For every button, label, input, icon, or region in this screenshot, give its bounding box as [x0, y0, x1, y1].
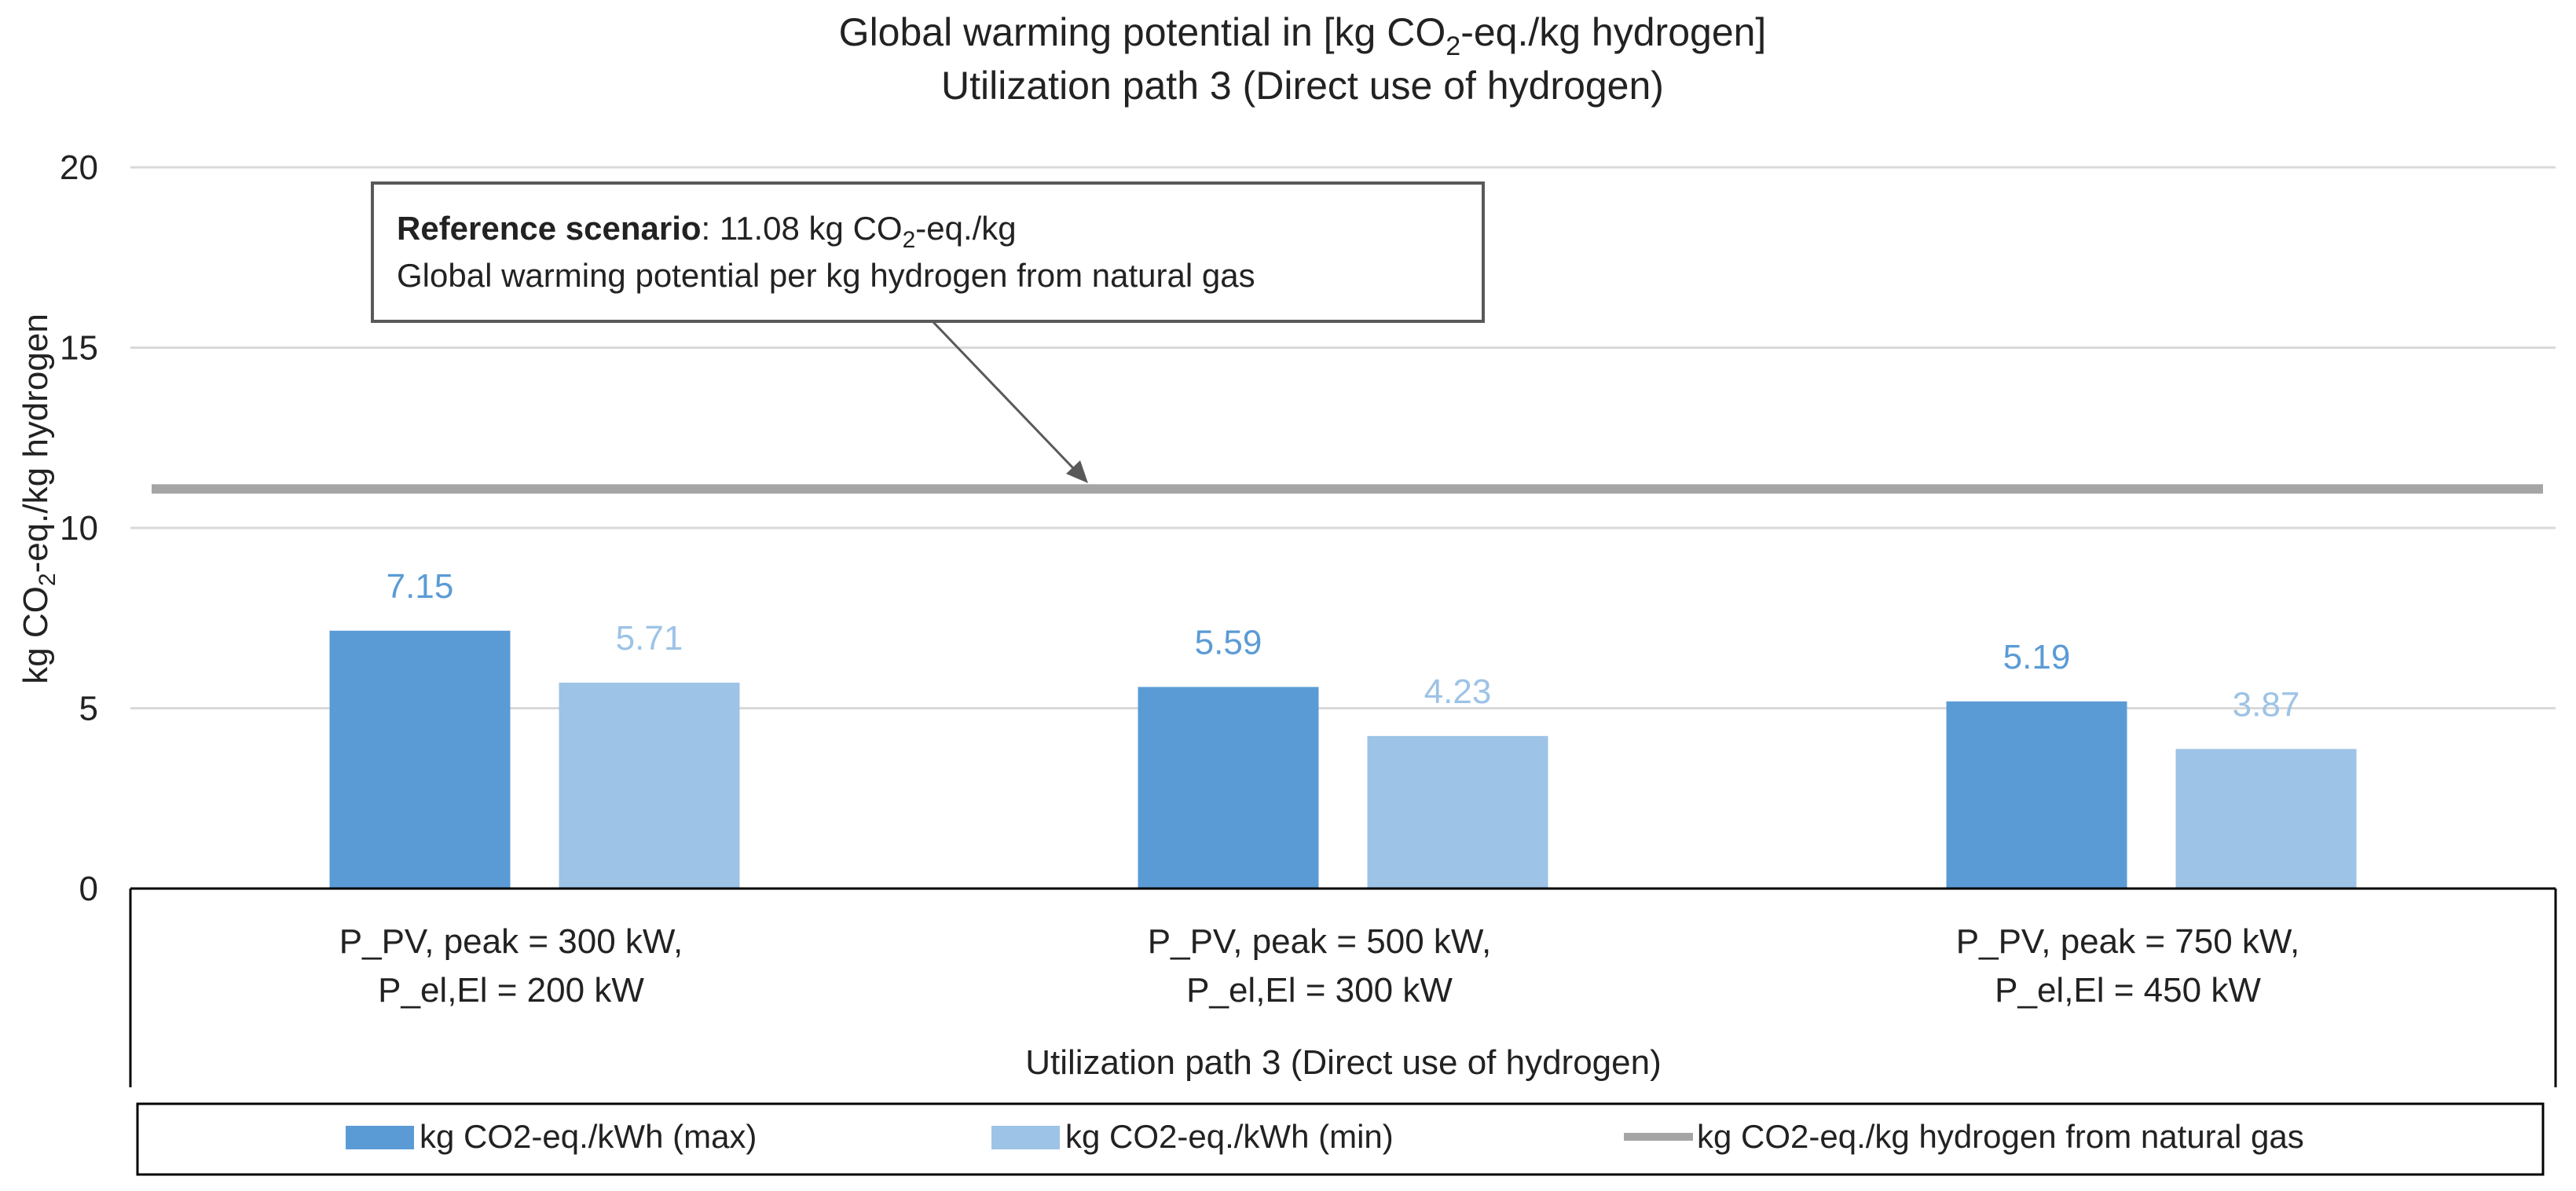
bar-max-1 — [329, 630, 511, 889]
data-labels: 7.15 5.71 5.59 4.23 5.19 3.87 — [387, 567, 2300, 724]
data-label-min-3: 3.87 — [2233, 685, 2300, 724]
bar-max-3 — [1946, 701, 2127, 889]
legend-label-min: kg CO2-eq./kWh (min) — [1065, 1118, 1394, 1155]
annotation-box — [371, 181, 1485, 323]
x-axis-label: Utilization path 3 (Direct use of hydrog… — [1025, 1043, 1662, 1082]
category-label-1-line-1: P_PV, peak = 300 kW, — [339, 922, 683, 961]
y-tick-label: 10 — [60, 509, 98, 548]
legend-item-reference: kg CO2-eq./kg hydrogen from natural gas — [1624, 1118, 2304, 1155]
legend-box — [136, 1102, 2545, 1176]
bar-min-3 — [2175, 749, 2357, 889]
legend-swatch-min — [991, 1126, 1060, 1149]
y-axis-label: kg CO2-eq./kg hydrogen — [16, 313, 60, 684]
chart-title-line-2: Utilization path 3 (Direct use of hydrog… — [941, 64, 1664, 108]
annotation-line-2: Global warming potential per kg hydrogen… — [397, 257, 1255, 294]
y-tick-label: 20 — [60, 148, 98, 187]
legend-swatch-max — [346, 1126, 414, 1149]
category-label-3-line-1: P_PV, peak = 750 kW, — [1956, 922, 2299, 961]
bar-min-1 — [559, 682, 740, 889]
y-tick-label: 0 — [79, 870, 98, 908]
bar-max-2 — [1138, 687, 1319, 889]
legend-item-min: kg CO2-eq./kWh (min) — [991, 1118, 1394, 1155]
annotation-arrowhead — [1066, 460, 1088, 483]
data-label-max-3: 5.19 — [2003, 638, 2071, 676]
category-label-2-line-1: P_PV, peak = 500 kW, — [1148, 922, 1491, 961]
category-label-1-line-2: P_el,El = 200 kW — [378, 971, 644, 1010]
data-label-min-1: 5.71 — [616, 619, 683, 658]
gridlines — [130, 166, 2556, 709]
data-label-min-2: 4.23 — [1424, 672, 1492, 711]
bars — [329, 630, 2357, 889]
category-label-3-line-2: P_el,El = 450 kW — [1995, 971, 2261, 1010]
data-label-max-2: 5.59 — [1195, 623, 1262, 661]
data-label-max-1: 7.15 — [387, 567, 454, 606]
bar-min-2 — [1367, 735, 1548, 889]
annotation-line-1: Reference scenario: 11.08 kg CO2-eq./kg — [397, 210, 1017, 253]
legend-item-max: kg CO2-eq./kWh (max) — [346, 1118, 757, 1155]
chart-title-line-1: Global warming potential in [kg CO2-eq./… — [839, 10, 1767, 61]
annotation-arrow — [932, 321, 1078, 473]
y-axis-ticks: 0 5 10 15 20 — [60, 148, 98, 908]
legend-label-reference: kg CO2-eq./kg hydrogen from natural gas — [1697, 1118, 2304, 1155]
y-tick-label: 5 — [79, 690, 98, 728]
category-label-2-line-2: P_el,El = 300 kW — [1186, 971, 1453, 1010]
category-labels: P_PV, peak = 300 kW, P_el,El = 200 kW P_PV… — [339, 922, 2299, 1010]
y-tick-label: 15 — [60, 329, 98, 368]
legend-label-max: kg CO2-eq./kWh (max) — [420, 1118, 757, 1155]
